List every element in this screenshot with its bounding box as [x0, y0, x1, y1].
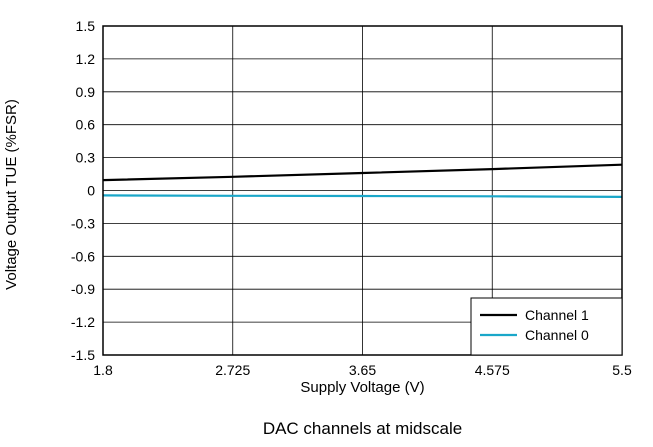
- y-tick-label: -0.6: [71, 248, 95, 264]
- legend-label-channel-0: Channel 0: [525, 327, 589, 343]
- series-line-channel-1: [102, 163, 623, 182]
- legend-items: Channel 1 Channel 0: [480, 307, 589, 343]
- x-tick-label: 1.8: [93, 362, 113, 378]
- y-tick-label: 0.9: [76, 84, 96, 100]
- y-axis-label: Voltage Output TUE (%FSR): [3, 99, 20, 290]
- chart-caption: DAC channels at midscale: [263, 419, 462, 438]
- x-tick-label: 2.725: [215, 362, 250, 378]
- x-axis-label: Supply Voltage (V): [300, 379, 424, 396]
- x-tick-labels: 1.8 2.725 3.65 4.575 5.5: [93, 362, 632, 378]
- grid-lines: [103, 26, 622, 355]
- plot-area-frame: [102, 25, 623, 356]
- x-tick-label: 5.5: [612, 362, 632, 378]
- series-lines: [102, 163, 623, 198]
- y-tick-label: 0.3: [76, 150, 96, 166]
- y-tick-label: 0.6: [76, 117, 96, 133]
- y-tick-label: -1.5: [71, 347, 95, 363]
- x-tick-label: 4.575: [475, 362, 510, 378]
- y-tick-label: 1.2: [76, 51, 96, 67]
- legend: Channel 1 Channel 0: [470, 297, 623, 356]
- series-line-channel-0: [102, 194, 623, 198]
- y-tick-label: -0.3: [71, 215, 95, 231]
- y-tick-label: 1.5: [76, 18, 96, 34]
- y-tick-label: -1.2: [71, 314, 95, 330]
- legend-label-channel-1: Channel 1: [525, 307, 589, 323]
- y-tick-label: 0: [87, 183, 95, 199]
- legend-box: [470, 297, 623, 356]
- y-tick-label: -0.9: [71, 281, 95, 297]
- x-tick-label: 3.65: [349, 362, 376, 378]
- y-tick-labels: 1.5 1.2 0.9 0.6 0.3 0 -0.3 -0.6 -0.9 -1.2 -1.5: [71, 18, 95, 363]
